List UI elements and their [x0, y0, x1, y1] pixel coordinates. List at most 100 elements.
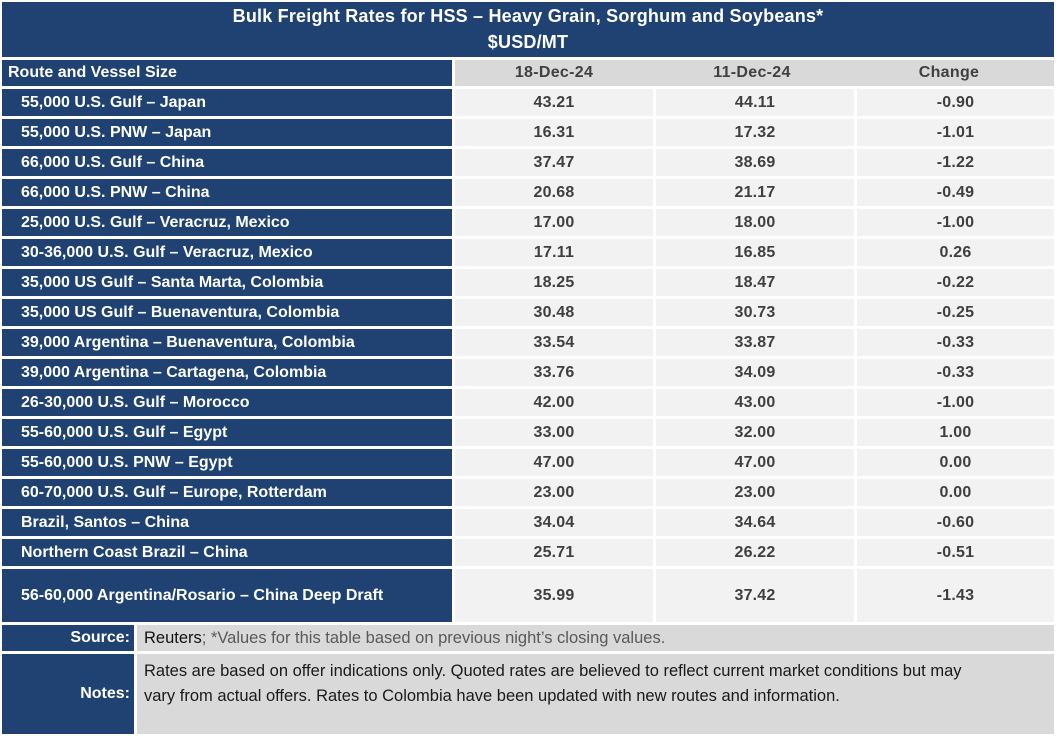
- notes-text: Rates are based on offer indications onl…: [137, 654, 1054, 734]
- route-cell: 35,000 US Gulf – Santa Marta, Colombia: [2, 269, 452, 296]
- change-cell: -1.00: [857, 209, 1054, 236]
- table-body: 55,000 U.S. Gulf – Japan 43.21 44.11 -0.…: [2, 89, 1054, 622]
- rate-18-dec-cell: 35.99: [455, 569, 653, 622]
- rate-18-dec-cell: 17.00: [455, 209, 653, 236]
- rate-18-dec-cell: 16.31: [455, 119, 653, 146]
- change-cell: 0.00: [857, 449, 1054, 476]
- change-cell: -1.22: [857, 149, 1054, 176]
- rate-18-dec-cell: 23.00: [455, 479, 653, 506]
- notes-text-body: Rates are based on offer indications onl…: [144, 662, 962, 705]
- route-cell: 55-60,000 U.S. PNW – Egypt: [2, 449, 452, 476]
- route-cell: 39,000 Argentina – Buenaventura, Colombi…: [2, 329, 452, 356]
- table-row: 39,000 Argentina – Cartagena, Colombia 3…: [2, 359, 1054, 386]
- header-route-and-vessel-size: Route and Vessel Size: [2, 60, 452, 86]
- header-col-18-dec-24: 18-Dec-24: [514, 64, 594, 81]
- table-row: Northern Coast Brazil – China 25.71 26.2…: [2, 539, 1054, 566]
- table-row: 55,000 U.S. Gulf – Japan 43.21 44.11 -0.…: [2, 89, 1054, 116]
- table-row: 26-30,000 U.S. Gulf – Morocco 42.00 43.0…: [2, 389, 1054, 416]
- table-row: 56-60,000 Argentina/Rosario – China Deep…: [2, 569, 1054, 622]
- change-cell: -0.33: [857, 329, 1054, 356]
- source-name: Reuters: [144, 628, 202, 647]
- rate-18-dec-cell: 17.11: [455, 239, 653, 266]
- rate-11-dec-cell: 44.11: [656, 89, 854, 116]
- header-col-11-dec-24: 11-Dec-24: [713, 64, 791, 81]
- rate-11-dec-cell: 30.73: [656, 299, 854, 326]
- rate-11-dec-cell: 34.09: [656, 359, 854, 386]
- header-col-change: Change: [918, 64, 980, 81]
- rate-11-dec-cell: 34.64: [656, 509, 854, 536]
- table-row: 55-60,000 U.S. PNW – Egypt 47.00 47.00 0…: [2, 449, 1054, 476]
- rate-18-dec-cell: 33.76: [455, 359, 653, 386]
- source-label: Source:: [2, 625, 134, 651]
- table-title-line2: $USD/MT: [487, 32, 569, 52]
- header-row: Route and Vessel Size 18-Dec-24 11-Dec-2…: [2, 60, 1054, 86]
- change-cell: -0.90: [857, 89, 1054, 116]
- change-cell: -0.22: [857, 269, 1054, 296]
- table-row: 30-36,000 U.S. Gulf – Veracruz, Mexico 1…: [2, 239, 1054, 266]
- notes-row: Notes: Rates are based on offer indicati…: [2, 654, 1054, 734]
- change-cell: -1.01: [857, 119, 1054, 146]
- route-cell: 35,000 US Gulf – Buenaventura, Colombia: [2, 299, 452, 326]
- change-cell: 0.26: [857, 239, 1054, 266]
- table-row: 35,000 US Gulf – Buenaventura, Colombia …: [2, 299, 1054, 326]
- route-cell: 56-60,000 Argentina/Rosario – China Deep…: [2, 569, 452, 622]
- notes-label: Notes:: [2, 654, 134, 734]
- source-text: Reuters; *Values for this table based on…: [137, 625, 1054, 651]
- rate-18-dec-cell: 47.00: [455, 449, 653, 476]
- change-cell: -1.43: [857, 569, 1054, 622]
- rate-18-dec-cell: 43.21: [455, 89, 653, 116]
- table-row: 39,000 Argentina – Buenaventura, Colombi…: [2, 329, 1054, 356]
- table-row: 55,000 U.S. PNW – Japan 16.31 17.32 -1.0…: [2, 119, 1054, 146]
- rate-18-dec-cell: 18.25: [455, 269, 653, 296]
- change-cell: -0.33: [857, 359, 1054, 386]
- route-cell: Brazil, Santos – China: [2, 509, 452, 536]
- change-cell: -0.60: [857, 509, 1054, 536]
- change-cell: -1.00: [857, 389, 1054, 416]
- route-cell: 26-30,000 U.S. Gulf – Morocco: [2, 389, 452, 416]
- rate-11-dec-cell: 23.00: [656, 479, 854, 506]
- change-cell: -0.49: [857, 179, 1054, 206]
- rate-11-dec-cell: 47.00: [656, 449, 854, 476]
- header-value-columns: 18-Dec-24 11-Dec-24 Change: [455, 60, 1054, 86]
- rate-18-dec-cell: 34.04: [455, 509, 653, 536]
- route-cell: 55,000 U.S. PNW – Japan: [2, 119, 452, 146]
- route-cell: 55-60,000 U.S. Gulf – Egypt: [2, 419, 452, 446]
- change-cell: -0.51: [857, 539, 1054, 566]
- source-footnote: ; *Values for this table based on previo…: [201, 628, 666, 647]
- table-row: 66,000 U.S. Gulf – China 37.47 38.69 -1.…: [2, 149, 1054, 176]
- rate-11-dec-cell: 16.85: [656, 239, 854, 266]
- table-title-line1: Bulk Freight Rates for HSS – Heavy Grain…: [232, 6, 824, 26]
- rate-11-dec-cell: 21.17: [656, 179, 854, 206]
- table-row: 66,000 U.S. PNW – China 20.68 21.17 -0.4…: [2, 179, 1054, 206]
- rate-11-dec-cell: 38.69: [656, 149, 854, 176]
- rate-11-dec-cell: 26.22: [656, 539, 854, 566]
- change-cell: -0.25: [857, 299, 1054, 326]
- table-title: Bulk Freight Rates for HSS – Heavy Grain…: [2, 2, 1054, 57]
- table-row: 25,000 U.S. Gulf – Veracruz, Mexico 17.0…: [2, 209, 1054, 236]
- rate-18-dec-cell: 37.47: [455, 149, 653, 176]
- rate-18-dec-cell: 30.48: [455, 299, 653, 326]
- route-cell: 60-70,000 U.S. Gulf – Europe, Rotterdam: [2, 479, 452, 506]
- rate-11-dec-cell: 18.47: [656, 269, 854, 296]
- change-cell: 1.00: [857, 419, 1054, 446]
- route-cell: 30-36,000 U.S. Gulf – Veracruz, Mexico: [2, 239, 452, 266]
- route-cell: 39,000 Argentina – Cartagena, Colombia: [2, 359, 452, 386]
- table-row: 60-70,000 U.S. Gulf – Europe, Rotterdam …: [2, 479, 1054, 506]
- table-row: Brazil, Santos – China 34.04 34.64 -0.60: [2, 509, 1054, 536]
- rate-11-dec-cell: 17.32: [656, 119, 854, 146]
- table-row: 35,000 US Gulf – Santa Marta, Colombia 1…: [2, 269, 1054, 296]
- source-row: Source: Reuters; *Values for this table …: [2, 625, 1054, 651]
- rate-18-dec-cell: 33.00: [455, 419, 653, 446]
- rate-11-dec-cell: 37.42: [656, 569, 854, 622]
- route-cell: 66,000 U.S. Gulf – China: [2, 149, 452, 176]
- rate-18-dec-cell: 20.68: [455, 179, 653, 206]
- route-cell: Northern Coast Brazil – China: [2, 539, 452, 566]
- rate-11-dec-cell: 32.00: [656, 419, 854, 446]
- route-cell: 55,000 U.S. Gulf – Japan: [2, 89, 452, 116]
- rate-11-dec-cell: 43.00: [656, 389, 854, 416]
- rate-18-dec-cell: 33.54: [455, 329, 653, 356]
- rate-11-dec-cell: 18.00: [656, 209, 854, 236]
- route-cell: 25,000 U.S. Gulf – Veracruz, Mexico: [2, 209, 452, 236]
- route-cell: 66,000 U.S. PNW – China: [2, 179, 452, 206]
